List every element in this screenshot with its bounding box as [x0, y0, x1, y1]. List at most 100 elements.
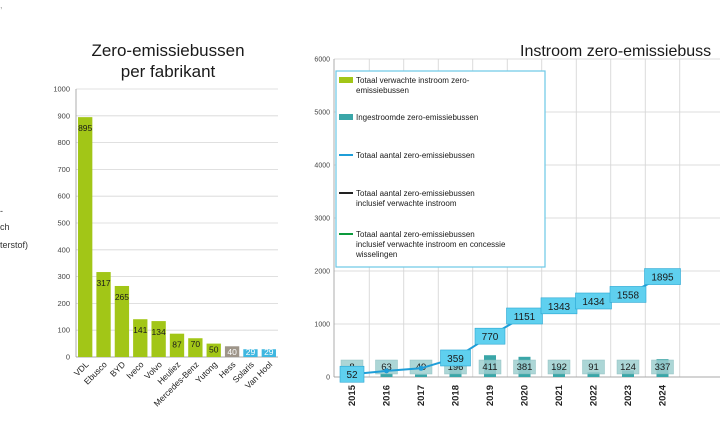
right-ytick-2000: 2000 — [314, 269, 330, 276]
right-inflow-label-2024: 337 — [655, 362, 671, 373]
right-legend-box — [335, 70, 546, 268]
left-bar-vanhool — [261, 349, 276, 357]
right-inflow-label-2019: 411 — [482, 362, 497, 373]
right-inflow-label-box-4 — [478, 359, 502, 375]
left-ytick-200: 200 — [57, 299, 70, 308]
right-category-2019: 2019 — [485, 385, 496, 406]
right-total-label-box-8 — [609, 286, 647, 303]
left-ytick-500: 500 — [57, 219, 70, 228]
left-bar-heuliez — [169, 333, 185, 357]
left-bar-mercedesbenz — [188, 338, 203, 357]
right-category-2020: 2020 — [520, 385, 531, 406]
right-ytick-1000: 1000 — [314, 322, 330, 329]
right-ytick-0: 0 — [326, 375, 330, 382]
left-bar-label-4: 134 — [152, 327, 166, 337]
left-ytick-900: 900 — [57, 111, 70, 120]
side-fragment-1: - — [0, 206, 3, 216]
right-total-label-2022: 1434 — [582, 297, 605, 308]
right-legend-swatch-0 — [339, 77, 353, 83]
left-ytick-700: 700 — [57, 165, 70, 174]
right-category-2024: 2024 — [658, 384, 669, 406]
right-category-2018: 2018 — [451, 385, 462, 406]
right-inflow-label-2018: 196 — [448, 362, 464, 373]
right-inflow-label-box-8 — [616, 359, 640, 375]
right-legend-swatch-1 — [339, 114, 353, 120]
left-ytick-1000: 1000 — [53, 85, 70, 94]
right-total-point-2017 — [418, 365, 424, 371]
right-legend-label-0-0: Totaal verwachte instroom zero- — [356, 76, 470, 85]
left-bar-volvo — [151, 321, 166, 357]
left-bar-yutong — [206, 343, 221, 357]
left-ytick-100: 100 — [57, 326, 70, 335]
left-ytick-600: 600 — [57, 192, 70, 201]
right-inflow-label-2016: 63 — [381, 362, 392, 373]
inflow-line-chart: Instroom zero-emissiebuss 0 1000 2000 3000 4… — [314, 43, 720, 406]
top-mark: , — [0, 0, 3, 10]
right-total-label-box-0 — [339, 365, 365, 383]
left-bar-solaris — [243, 349, 258, 357]
right-inflow-label-2023: 124 — [620, 362, 636, 373]
right-inflow-bar-2016 — [380, 373, 393, 377]
left-bar-label-3: 141 — [133, 325, 147, 335]
right-total-label-2019: 770 — [482, 332, 499, 343]
right-inflow-bar-2017 — [415, 374, 427, 377]
right-legend-label-1-0: Ingestroomde zero-emissiebussen — [356, 113, 478, 122]
right-ytick-6000: 6000 — [314, 57, 330, 64]
right-category-2023: 2023 — [623, 385, 634, 406]
left-bar-label-6: 70 — [191, 339, 201, 349]
left-bar-label-0: 895 — [78, 123, 92, 133]
right-inflow-label-2021: 192 — [551, 362, 567, 373]
right-total-label-box-3 — [440, 349, 471, 367]
left-bar-label-8: 40 — [227, 347, 237, 357]
left-bar-ebusco — [96, 272, 111, 357]
right-chart-title: Instroom zero-emissiebuss — [520, 43, 711, 60]
right-total-label-2021: 1343 — [548, 302, 571, 313]
right-inflow-label-box-5 — [513, 359, 536, 375]
right-total-point-2016 — [384, 368, 389, 374]
right-legend-label-0-1: emissiebussen — [356, 86, 409, 95]
right-total-label-box-4 — [474, 327, 506, 345]
side-fragment-3: terstof) — [0, 240, 29, 250]
right-legend-label-3-0: Totaal aantal zero-emissiebussen — [356, 189, 475, 198]
manufacturer-bar-chart: Zero-emissiebussen per fabrikant 0 100 200… — [53, 41, 278, 409]
right-category-2015: 2015 — [347, 384, 358, 406]
right-inflow-label-box-7 — [582, 359, 605, 375]
right-category-2016: 2016 — [382, 385, 393, 406]
left-bar-vdl — [78, 117, 93, 357]
left-bar-label-7: 50 — [209, 345, 219, 355]
right-ytick-4000: 4000 — [314, 163, 330, 170]
left-bar-label-10: 29 — [264, 347, 274, 357]
left-bar-label-1: 317 — [96, 278, 110, 288]
right-legend-label-4-1: inclusief verwachte instroom en concessi… — [356, 240, 506, 249]
left-bar-hess — [224, 346, 240, 357]
right-inflow-label-2022: 91 — [588, 362, 599, 373]
right-inflow-label-box-9 — [651, 359, 674, 375]
right-total-label-box-5 — [506, 307, 543, 325]
side-fragment-2: ch — [0, 222, 10, 232]
right-category-2017: 2017 — [416, 385, 427, 406]
right-legend-label-4-2: wisselingen — [355, 250, 397, 259]
right-total-label-2020: 1151 — [514, 312, 536, 323]
right-total-label-2023: 1558 — [617, 290, 640, 301]
right-total-label-2015: 52 — [346, 370, 358, 381]
right-total-label-box-9 — [644, 268, 681, 285]
left-chart-title-line2: per fabrikant — [121, 62, 216, 81]
left-bar-label-9: 29 — [246, 347, 256, 357]
right-legend-label-3-1: inclusief verwachte instroom — [356, 199, 457, 208]
left-bar-iveco — [133, 319, 148, 357]
left-category-2: BYD — [108, 359, 127, 378]
right-legend-label-4-0: Totaal aantal zero-emissiebussen — [356, 230, 475, 239]
right-inflow-bar-2022 — [587, 372, 600, 377]
right-total-label-2024: 1895 — [651, 273, 674, 284]
right-category-2021: 2021 — [554, 384, 565, 406]
left-category-3: Iveco — [124, 359, 146, 381]
right-inflow-label-2020: 381 — [517, 362, 533, 373]
left-ytick-0: 0 — [66, 353, 70, 362]
left-ytick-400: 400 — [57, 245, 70, 254]
right-total-label-2018: 359 — [447, 354, 464, 365]
left-ytick-800: 800 — [57, 138, 70, 147]
left-bar-label-2: 265 — [115, 292, 129, 302]
left-bar-byd — [114, 285, 130, 357]
left-ytick-300: 300 — [57, 272, 70, 281]
right-inflow-label-box-6 — [547, 359, 571, 375]
